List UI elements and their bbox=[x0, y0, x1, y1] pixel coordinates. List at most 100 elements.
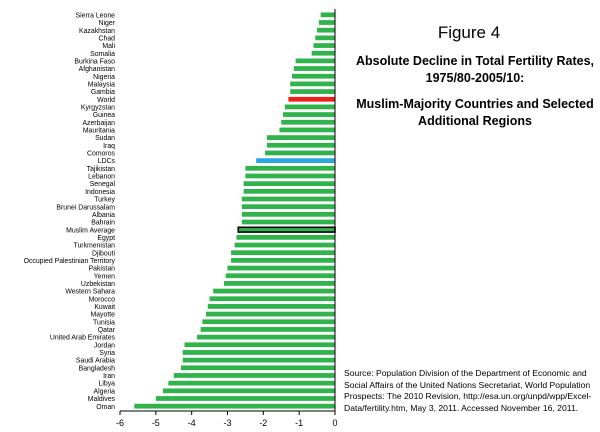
category-label: Mauritania bbox=[83, 128, 115, 135]
category-label: Comoros bbox=[87, 151, 116, 158]
category-label: Pakistan bbox=[89, 266, 116, 273]
category-label: Malaysia bbox=[88, 81, 115, 88]
category-label: World bbox=[97, 97, 115, 104]
bar-lebanon bbox=[245, 173, 335, 179]
category-label: Senegal bbox=[90, 181, 116, 188]
bar-turkmenistan bbox=[234, 242, 335, 248]
category-label: LDCs bbox=[98, 158, 116, 165]
category-label: Gambia bbox=[91, 89, 115, 96]
figure-subtitle-regions: Muslim-Majority Countries and Selected A… bbox=[356, 97, 594, 128]
bar-bangladesh bbox=[180, 365, 335, 371]
category-label: Jordan bbox=[94, 342, 115, 349]
bar-guinea bbox=[283, 112, 335, 117]
category-label: Tajikistan bbox=[87, 166, 116, 173]
bar-kuwait bbox=[207, 304, 335, 309]
category-label: Kazakhstan bbox=[79, 28, 115, 35]
category-label: Sudan bbox=[95, 135, 115, 142]
bar-maldives bbox=[155, 396, 335, 401]
category-label: Nigeria bbox=[93, 74, 115, 81]
bar-morocco bbox=[209, 296, 335, 302]
category-label: Occupied Palestinian Territory bbox=[24, 258, 116, 265]
bar-chad bbox=[315, 35, 335, 41]
bar-iran bbox=[173, 373, 335, 378]
category-label: Mali bbox=[102, 43, 115, 50]
category-label: Yemen bbox=[94, 273, 115, 280]
category-label: Niger bbox=[99, 20, 116, 27]
category-label: Muslim Average bbox=[66, 227, 115, 234]
category-label: Bahrain bbox=[91, 220, 115, 227]
bar-tunisia bbox=[202, 319, 335, 325]
category-label: Burkina Faso bbox=[74, 58, 115, 65]
bar-sierra-leone bbox=[320, 12, 335, 18]
category-label: Maldives bbox=[88, 396, 116, 403]
bar-world bbox=[288, 96, 335, 102]
category-label: Syria bbox=[99, 350, 115, 357]
bar-syria bbox=[182, 350, 335, 355]
bar-mauritania bbox=[279, 127, 335, 133]
bar-pakistan bbox=[227, 265, 335, 271]
category-label: Turkey bbox=[94, 197, 115, 204]
x-tick-label: -1 bbox=[295, 418, 303, 428]
category-label: Guinea bbox=[93, 112, 115, 119]
category-label: Morocco bbox=[89, 296, 116, 303]
category-label: Chad bbox=[99, 35, 116, 42]
x-tick-label: 0 bbox=[332, 418, 337, 428]
bar-qatar bbox=[200, 327, 335, 332]
bar-senegal bbox=[243, 181, 335, 187]
bar-malaysia bbox=[290, 81, 335, 87]
bar-kyrgyzstan bbox=[284, 104, 335, 110]
bar-albania bbox=[241, 211, 335, 217]
bar-occupied-palestinian-territory bbox=[231, 257, 335, 263]
category-label: Afghanistan bbox=[79, 66, 116, 73]
category-label: United Arab Emirates bbox=[50, 335, 116, 342]
bar-jordan bbox=[184, 342, 335, 348]
bar-mayotte bbox=[206, 311, 335, 317]
figure-title: Figure 4 bbox=[437, 23, 501, 42]
category-label: Oman bbox=[96, 404, 115, 411]
bar-afghanistan bbox=[293, 66, 335, 71]
category-label: Bangladesh bbox=[79, 365, 116, 372]
category-label: Iraq bbox=[103, 143, 115, 150]
category-label: Saudi Arabia bbox=[76, 358, 115, 365]
category-label: Iran bbox=[103, 373, 115, 380]
bar-gambia bbox=[290, 89, 335, 94]
category-label: Mayotte bbox=[90, 312, 115, 319]
category-label: Djibouti bbox=[92, 250, 115, 257]
bar-iraq bbox=[266, 142, 335, 148]
bar-djibouti bbox=[231, 250, 335, 256]
bar-burkina-faso bbox=[295, 58, 335, 64]
bar-western-sahara bbox=[213, 288, 335, 294]
category-label: Libya bbox=[99, 381, 116, 388]
category-label: Egypt bbox=[97, 235, 115, 242]
category-label: Lebanon bbox=[88, 174, 115, 181]
category-label: Kuwait bbox=[94, 304, 115, 311]
figure-subtitle: Absolute Decline in Total Fertility Rate… bbox=[355, 54, 594, 85]
bar-ldcs bbox=[256, 158, 335, 164]
category-label: Uzbekistan bbox=[81, 281, 115, 288]
category-label: Sierra Leone bbox=[76, 12, 116, 19]
bar-united-arab-emirates bbox=[197, 334, 335, 340]
category-label: Kyrgyzstan bbox=[81, 105, 115, 112]
x-tick-label: -5 bbox=[152, 418, 160, 428]
bar-yemen bbox=[225, 273, 335, 279]
category-label: Western Sahara bbox=[65, 289, 115, 296]
source-note: Source: Population Division of the Depar… bbox=[344, 368, 592, 413]
bar-niger bbox=[318, 20, 335, 25]
category-label: Brunei Darussalam bbox=[56, 204, 115, 211]
x-tick-label: -3 bbox=[223, 418, 231, 428]
bar-muslim-average bbox=[237, 226, 336, 233]
bar-uzbekistan bbox=[223, 281, 335, 286]
category-label: Indonesia bbox=[85, 189, 115, 196]
bar-tajikistan bbox=[245, 165, 335, 171]
x-tick-label: -2 bbox=[259, 418, 267, 428]
category-label: Algeria bbox=[94, 388, 116, 395]
bar-turkey bbox=[241, 196, 335, 202]
category-label: Qatar bbox=[98, 327, 116, 334]
bar-nigeria bbox=[292, 73, 335, 79]
category-label: Albania bbox=[92, 212, 115, 219]
x-tick-label: -6 bbox=[116, 418, 124, 428]
bar-egypt bbox=[236, 234, 335, 240]
category-label: Tunisia bbox=[93, 319, 115, 326]
bar-somalia bbox=[311, 50, 335, 56]
